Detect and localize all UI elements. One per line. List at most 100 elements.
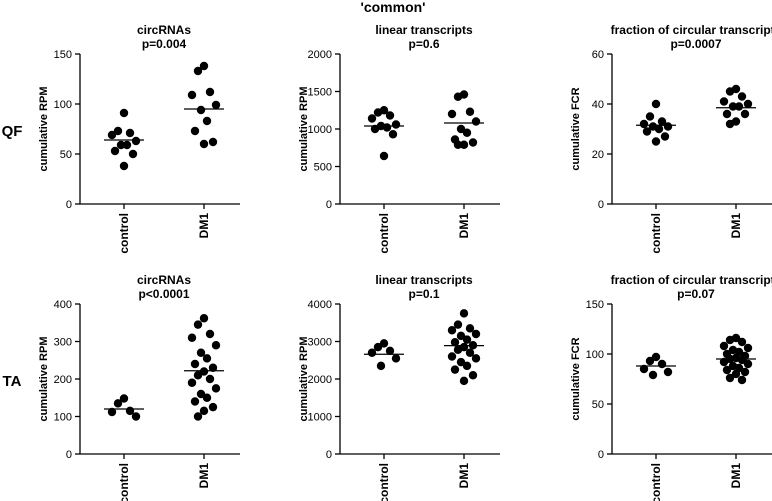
panel-pvalue: p=0.0007 [670,37,721,51]
data-point-control [119,161,129,171]
data-point-control [651,137,661,146]
data-point-DM1 [737,337,747,347]
data-point-DM1 [719,357,729,367]
data-point-control [639,119,649,129]
data-point-DM1 [190,359,200,369]
data-point-control [654,124,664,134]
data-point-DM1 [453,92,463,101]
y-axis-label: cumulative FCR [570,87,582,170]
data-point-DM1 [208,137,218,147]
data-point-control [373,108,383,117]
y-tick-label: 150 [586,299,604,311]
panel-title: fraction of circular transcripts [611,23,772,37]
data-point-DM1 [199,314,209,323]
data-point-DM1 [719,341,729,351]
y-tick-label: 500 [314,162,332,174]
y-tick-label: 2000 [308,374,332,386]
x-tick-label: DM1 [197,213,211,239]
data-point-DM1 [193,320,203,329]
data-point-control [385,111,395,120]
x-tick-label: DM1 [197,463,211,489]
data-point-control [379,339,389,348]
data-point-DM1 [205,374,215,384]
y-tick-label: 0 [598,199,604,211]
data-point-DM1 [193,66,203,76]
data-point-DM1 [196,105,206,115]
x-tick-label: DM1 [729,213,743,239]
data-point-DM1 [462,128,472,137]
data-point-control [391,120,401,129]
data-point-DM1 [734,102,744,111]
y-tick-label: 1000 [308,124,332,136]
data-point-DM1 [471,117,481,126]
x-tick-label: control [117,463,131,501]
data-point-control [645,356,655,366]
y-tick-label: 200 [54,374,72,386]
data-point-control [113,126,123,136]
data-point-control [651,352,661,362]
panel-title: linear transcripts [375,273,473,287]
y-axis-label: cumulative RPM [298,337,310,422]
data-point-DM1 [447,109,457,119]
data-point-control [113,399,123,408]
data-point-DM1 [465,324,475,333]
x-tick-label: control [377,213,391,254]
row-label-ta: TA [3,373,22,390]
data-point-DM1 [743,359,753,369]
data-point-DM1 [447,352,457,361]
data-point-DM1 [211,384,221,393]
data-point-DM1 [740,109,750,119]
data-point-DM1 [190,126,200,136]
data-point-DM1 [211,100,221,110]
data-point-control [125,128,135,138]
data-point-control [385,346,395,356]
data-point-control [116,140,126,150]
data-point-DM1 [202,354,212,363]
panel-pvalue: p=0.1 [408,287,439,301]
y-tick-label: 50 [592,399,604,411]
data-point-DM1 [199,139,209,149]
y-axis-label: cumulative RPM [38,87,50,172]
data-point-control [645,112,655,121]
data-point-control [131,412,141,421]
data-point-control [388,130,398,139]
data-point-DM1 [737,375,747,385]
data-point-DM1 [187,333,197,342]
y-tick-label: 60 [592,49,604,61]
data-point-DM1 [471,329,481,339]
data-point-DM1 [205,329,215,339]
data-point-DM1 [728,102,738,111]
y-tick-label: 1000 [308,412,332,424]
y-tick-label: 40 [592,99,604,111]
data-point-control [639,364,649,374]
data-point-DM1 [725,335,735,345]
data-point-control [663,367,673,377]
panel-title: circRNAs [137,273,191,287]
data-point-control [660,132,670,141]
data-point-DM1 [459,376,469,386]
data-point-DM1 [737,355,747,365]
data-point-DM1 [199,61,209,71]
y-tick-label: 3000 [308,337,332,349]
x-tick-label: control [377,463,391,501]
x-tick-label: control [117,213,131,254]
data-point-DM1 [459,309,469,318]
chart-panel-2: fraction of circular transcriptsp=0.0007… [570,23,772,254]
y-tick-label: 0 [66,199,72,211]
y-tick-label: 0 [66,449,72,461]
data-point-DM1 [737,92,747,101]
y-tick-label: 100 [54,99,72,111]
data-point-DM1 [743,99,753,109]
data-point-DM1 [456,124,466,134]
data-point-DM1 [465,107,475,116]
data-point-DM1 [453,320,463,329]
y-tick-label: 100 [54,412,72,424]
data-point-control [110,146,120,156]
data-point-control [131,136,141,146]
data-point-DM1 [468,138,478,147]
